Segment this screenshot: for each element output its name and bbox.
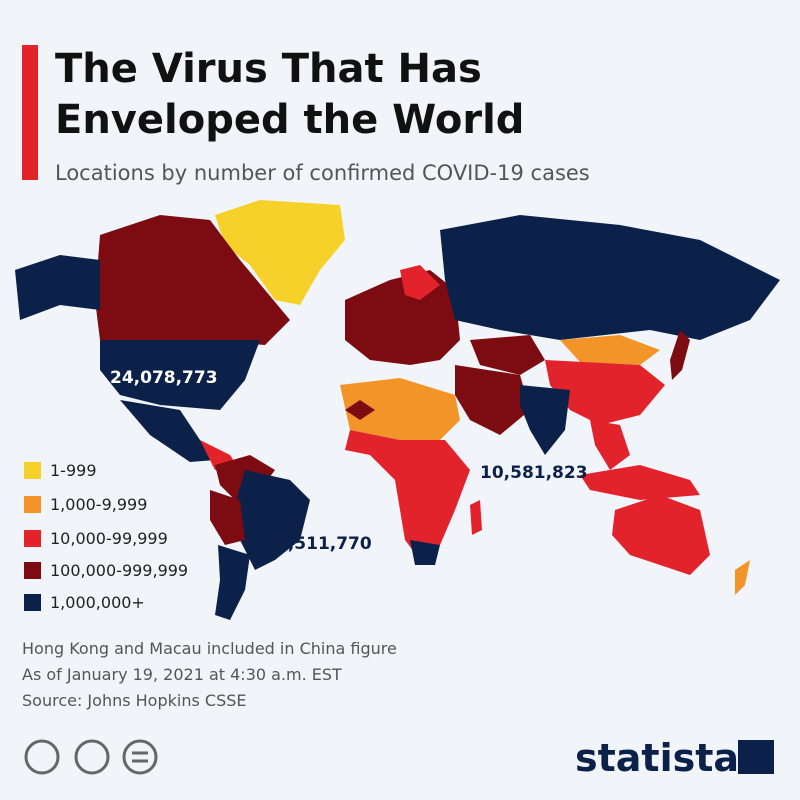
legend-label: 100,000-999,999 <box>50 561 188 580</box>
legend-swatch <box>24 530 41 547</box>
legend-swatch <box>24 562 41 579</box>
map-annotation: 24,078,773 <box>110 368 218 388</box>
legend-label: 1,000-9,999 <box>50 495 147 514</box>
accent-bar <box>22 45 38 180</box>
note: As of January 19, 2021 at 4:30 a.m. EST <box>22 665 342 684</box>
note: Source: Johns Hopkins CSSE <box>22 691 246 710</box>
legend-swatch <box>24 462 41 479</box>
legend-label: 10,000-99,999 <box>50 529 168 548</box>
legend-label: 1-999 <box>50 461 97 480</box>
legend: 1-999 1,000-9,999 10,000-99,999 100,000-999… <box>24 461 188 612</box>
title-line: The Virus That Has <box>55 46 482 92</box>
legend-swatch <box>24 496 41 513</box>
title-line: Enveloped the World <box>55 97 524 143</box>
brand-icon <box>738 740 774 774</box>
note: Hong Kong and Macau included in China fi… <box>22 639 397 658</box>
license-icons <box>24 739 158 775</box>
map-annotation: 8,511,770 <box>276 534 372 554</box>
brand-logo: statista <box>575 736 739 780</box>
legend-swatch <box>24 594 41 611</box>
subtitle: Locations by number of confirmed COVID-1… <box>55 161 590 185</box>
world-map <box>15 200 780 620</box>
legend-label: 1,000,000+ <box>50 593 145 612</box>
map-annotation: 10,581,823 <box>480 463 588 483</box>
